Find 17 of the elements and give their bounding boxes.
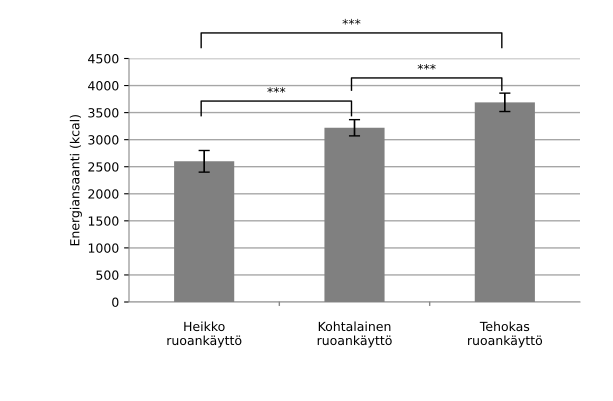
annotation: ***: [418, 64, 436, 70]
y-tick-label: 500: [96, 270, 118, 280]
y-axis-title: Energiansaanti (kcal): [70, 115, 82, 246]
text: ***: [342, 18, 360, 25]
y-tick-label: 4000: [88, 81, 118, 90]
y-tick-label: 2500: [88, 162, 118, 172]
y-tick-label: 1500: [88, 216, 118, 226]
y-tick-label: 0: [112, 297, 118, 307]
y-tick-label: 3000: [88, 135, 118, 145]
y-tick-label: 2000: [88, 189, 118, 199]
annotation: ***: [267, 87, 286, 93]
x-tick-label: Heikko ruoankäyttö: [167, 321, 242, 348]
y-tick-label: 4500: [88, 54, 118, 64]
y-tick-label: 3500: [88, 108, 118, 118]
x-tick-label: Tehokas ruoankäyttö: [468, 321, 542, 348]
y-tick-label: 1000: [88, 243, 118, 253]
x-tick-label: Kohtalainen ruoankäyttö: [318, 321, 392, 348]
